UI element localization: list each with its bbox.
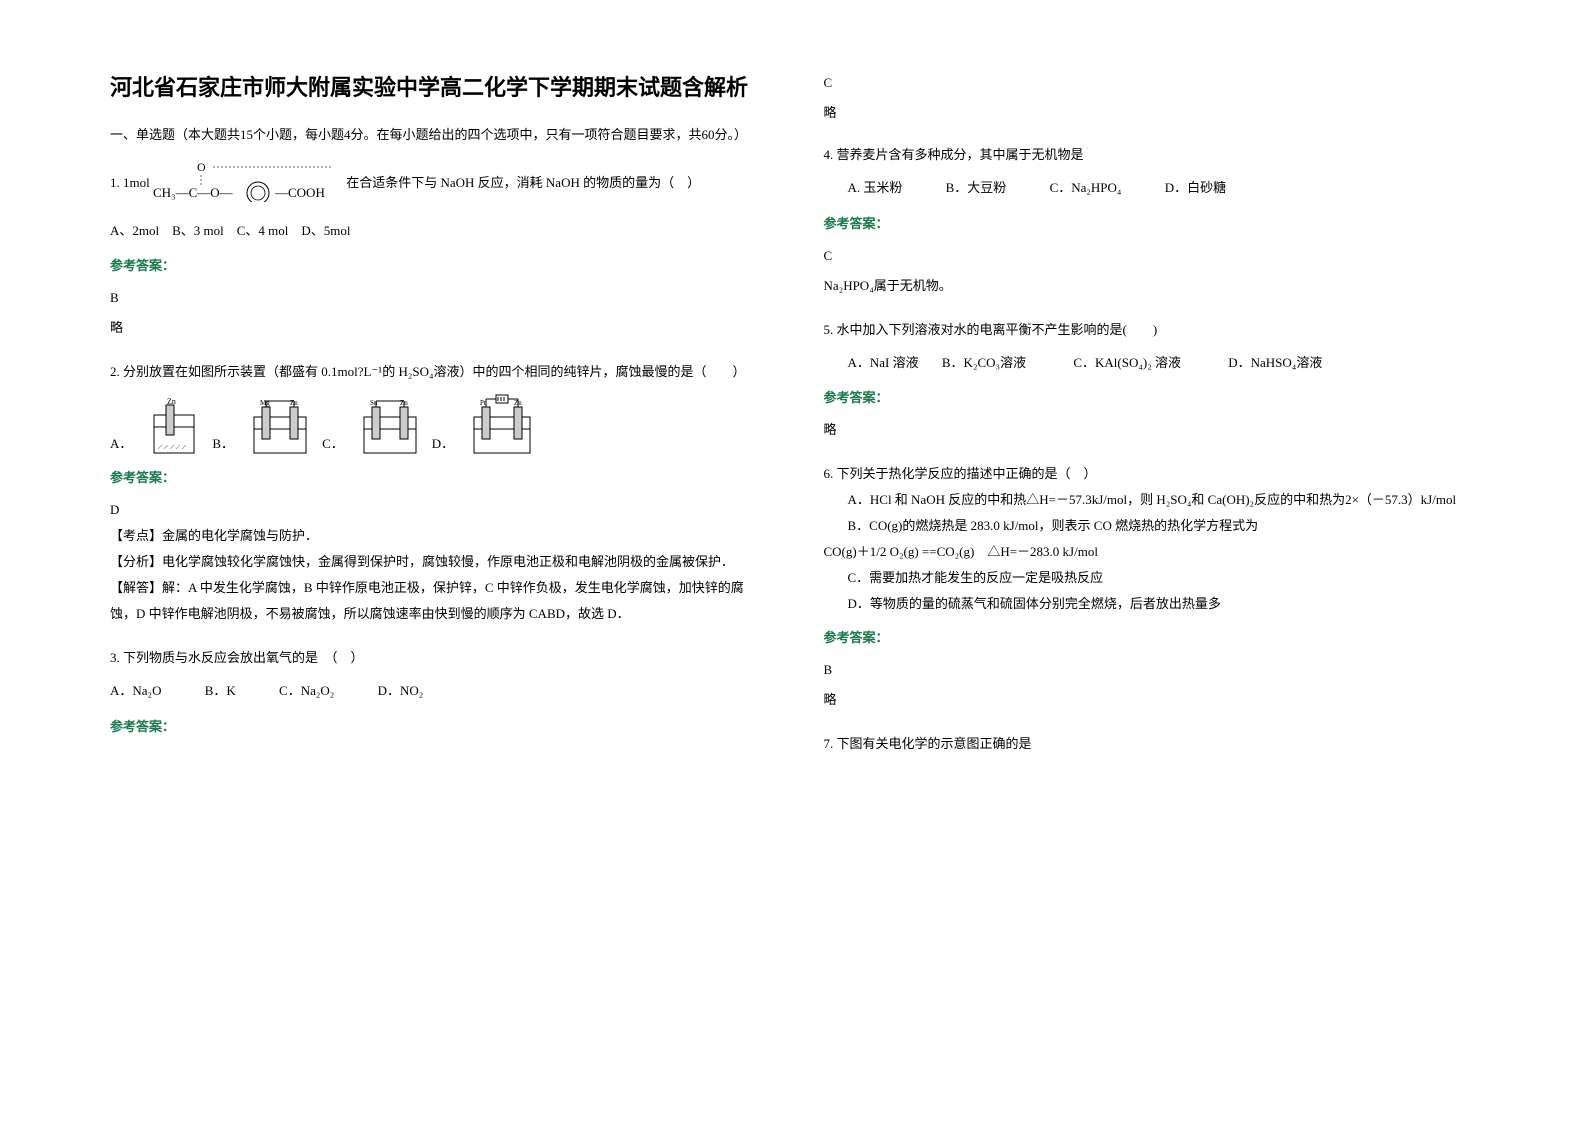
- q2-diagrams: A． Zn B． Mg Zn C．: [110, 393, 764, 457]
- q2-note1: 【考点】金属的电化学腐蚀与防护．: [110, 523, 764, 549]
- q2-text: 2. 分别放置在如图所示装置（都盛有 0.1mol?L⁻¹的 H₂SO₄溶液）中…: [110, 359, 764, 385]
- organic-formula-icon: O CH₃—C—O— —COOH: [153, 157, 343, 211]
- svg-text:Zn: Zn: [514, 399, 522, 407]
- q1-extra: 略: [110, 315, 764, 341]
- svg-text:O: O: [197, 160, 206, 174]
- svg-text:Mg: Mg: [260, 399, 270, 407]
- svg-text:Zn: Zn: [400, 399, 408, 407]
- q6-optD: D．等物质的量的硫蒸气和硫固体分别完全燃烧，后者放出热量多: [824, 591, 1478, 617]
- left-column: 河北省石家庄市师大附属实验中学高二化学下学期期末试题含解析 一、单选题（本大题共…: [90, 70, 794, 1082]
- exam-title: 河北省石家庄市师大附属实验中学高二化学下学期期末试题含解析: [110, 70, 764, 105]
- svg-text:—COOH: —COOH: [274, 185, 325, 200]
- q1-options: A、2mol B、3 mol C、4 mol D、5mol: [110, 217, 764, 246]
- q5-optB: B．K₂CO₃溶液: [942, 349, 1026, 378]
- q1-suffix: 在合适条件下与 NaOH 反应，消耗 NaOH 的物质的量为（ ）: [346, 175, 700, 190]
- beaker-d-icon: Pt Zn: [466, 393, 538, 457]
- q3-optC: C．Na₂O₂: [279, 677, 334, 706]
- q3-text: 3. 下列物质与水反应会放出氧气的是 （ ）: [110, 645, 764, 671]
- q6-optB2: CO(g)＋1/2 O₂(g) ==CO₂(g) △H=－283.0 kJ/mo…: [824, 539, 1478, 565]
- beaker-c-icon: Sn Zn: [356, 397, 424, 457]
- q5-text: 5. 水中加入下列溶液对水的电离平衡不产生影响的是( ): [824, 317, 1478, 343]
- question-3: 3. 下列物质与水反应会放出氧气的是 （ ） A．Na₂O B．K C．Na₂O…: [110, 645, 764, 740]
- svg-text:Pt: Pt: [480, 399, 486, 407]
- q1-answer: B: [110, 285, 764, 311]
- q3-optA: A．Na₂O: [110, 677, 161, 706]
- question-1: 1. 1mol O CH₃—C—O— —COOH 在合适条件下与 NaOH 反应…: [110, 157, 764, 342]
- q1-prefix: 1. 1mol: [110, 175, 150, 190]
- q3-optD: D．NO₂: [378, 677, 424, 706]
- q3-answer: C: [824, 70, 1478, 96]
- question-6: 6. 下列关于热化学反应的描述中正确的是（ ） A．HCl 和 NaOH 反应的…: [824, 461, 1478, 713]
- q5-optD: D．NaHSO₄溶液: [1228, 349, 1322, 378]
- svg-text:Zn: Zn: [290, 399, 298, 407]
- question-2: 2. 分别放置在如图所示装置（都盛有 0.1mol?L⁻¹的 H₂SO₄溶液）中…: [110, 359, 764, 627]
- question-4: 4. 营养麦片含有多种成分，其中属于无机物是 A. 玉米粉 B．大豆粉 C．Na…: [824, 142, 1478, 299]
- q2-answer: D: [110, 497, 764, 523]
- answer-label: 参考答案：: [110, 714, 764, 740]
- svg-text:Sn: Sn: [370, 399, 378, 407]
- q6-optC: C．需要加热才能发生的反应一定是吸热反应: [824, 565, 1478, 591]
- q5-optA: A．NaI 溶液: [848, 349, 919, 378]
- q3-optB: B．K: [205, 677, 236, 706]
- q4-optC: C．Na₂HPO₄: [1050, 174, 1122, 203]
- answer-label: 参考答案：: [824, 211, 1478, 237]
- svg-text:CH₃—C—O—: CH₃—C—O—: [153, 185, 234, 200]
- q4-answer: C: [824, 243, 1478, 269]
- section-1-header: 一、单选题（本大题共15个小题，每小题4分。在每小题给出的四个选项中，只有一项符…: [110, 123, 764, 146]
- beaker-a-icon: Zn: [144, 397, 204, 457]
- answer-label: 参考答案：: [110, 465, 764, 491]
- q4-extra: Na₂HPO₄属于无机物。: [824, 273, 1478, 299]
- q7-text: 7. 下图有关电化学的示意图正确的是: [824, 731, 1478, 757]
- answer-label: 参考答案：: [824, 385, 1478, 411]
- answer-label: 参考答案：: [110, 253, 764, 279]
- q6-extra: 略: [824, 687, 1478, 713]
- q4-optD: D．白砂糖: [1165, 174, 1226, 203]
- question-7: 7. 下图有关电化学的示意图正确的是: [824, 731, 1478, 757]
- q4-optB: B．大豆粉: [946, 174, 1007, 203]
- q4-text: 4. 营养麦片含有多种成分，其中属于无机物是: [824, 142, 1478, 168]
- q2-note3: 【解答】解：A 中发生化学腐蚀，B 中锌作原电池正极，保护锌，C 中锌作负极，发…: [110, 575, 764, 627]
- answer-label: 参考答案：: [824, 625, 1478, 651]
- q5-optC: C．KAl(SO₄)₂ 溶液: [1073, 349, 1181, 378]
- q6-answer: B: [824, 657, 1478, 683]
- q6-optA: A．HCl 和 NaOH 反应的中和热△H=－57.3kJ/mol，则 H₂SO…: [824, 487, 1478, 513]
- q5-answer: 略: [824, 417, 1478, 443]
- beaker-b-icon: Mg Zn: [246, 397, 314, 457]
- right-column: C 略 4. 营养麦片含有多种成分，其中属于无机物是 A. 玉米粉 B．大豆粉 …: [794, 70, 1498, 1082]
- q4-optA: A. 玉米粉: [848, 174, 903, 203]
- q3-extra: 略: [824, 100, 1478, 126]
- q6-text: 6. 下列关于热化学反应的描述中正确的是（ ）: [824, 461, 1478, 487]
- q6-optB: B．CO(g)的燃烧热是 283.0 kJ/mol，则表示 CO 燃烧热的热化学…: [824, 513, 1478, 539]
- svg-text:Zn: Zn: [167, 397, 176, 406]
- q2-note2: 【分析】电化学腐蚀较化学腐蚀快，金属得到保护时，腐蚀较慢，作原电池正极和电解池阴…: [110, 549, 764, 575]
- question-5: 5. 水中加入下列溶液对水的电离平衡不产生影响的是( ) A．NaI 溶液 B．…: [824, 317, 1478, 444]
